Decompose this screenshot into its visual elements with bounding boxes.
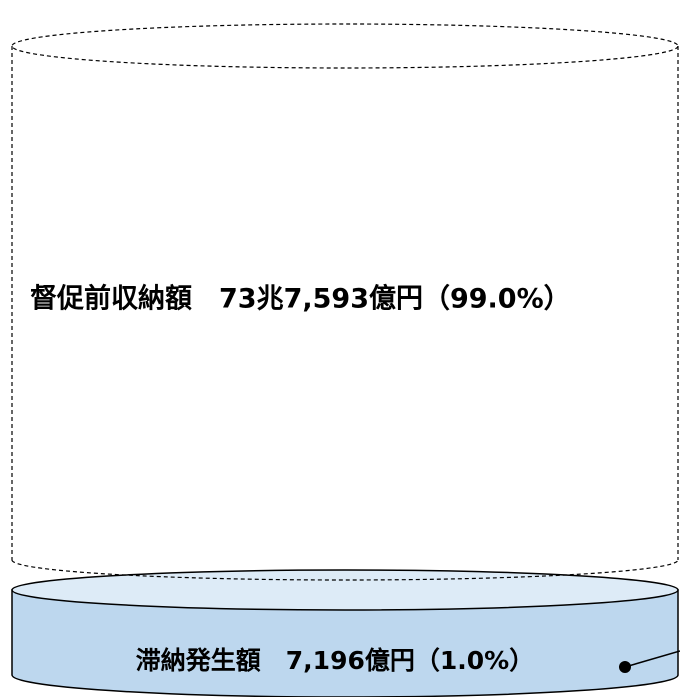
pointer-line [624,650,680,668]
upper-cylinder-top [11,23,679,69]
upper-label: 督促前収納額 73兆7,593億円（99.0%） [30,283,571,315]
pointer-dot [619,661,631,673]
lower-cylinder-top [11,569,679,611]
lower-label: 滞納発生額 7,196億円（1.0%） [136,646,534,675]
